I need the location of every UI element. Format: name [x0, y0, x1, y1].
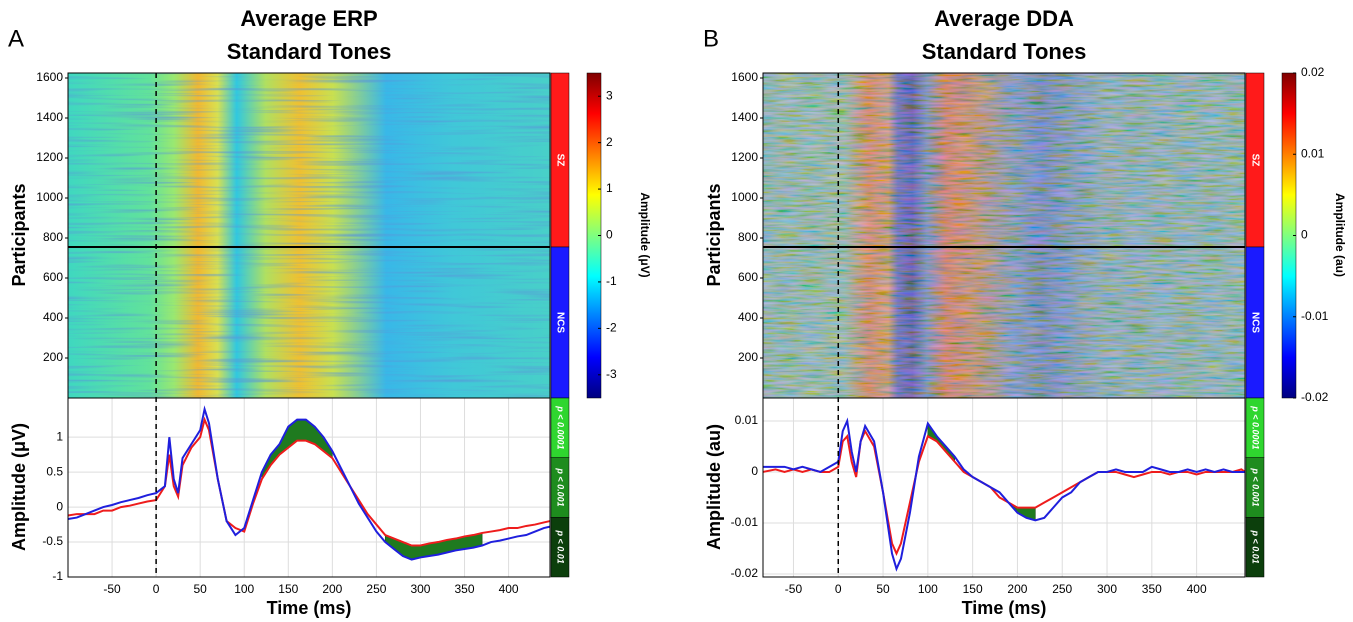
- x-tick-label: 0: [153, 582, 160, 596]
- colorbar-tick-label: 3: [606, 88, 613, 102]
- significance-label: p < 0.001: [1251, 467, 1261, 506]
- chart-title: Standard Tones: [922, 39, 1087, 64]
- group-label: SZ: [1249, 154, 1260, 167]
- x-axis-label: Time (ms): [962, 598, 1047, 618]
- chart-title: Standard Tones: [227, 39, 392, 64]
- x-tick-label: 350: [1142, 582, 1162, 596]
- series-line: [67, 416, 551, 547]
- colorbar-label: Amplitude (μV): [638, 192, 652, 277]
- plot-frame: [67, 397, 551, 578]
- significance-key: [550, 517, 570, 578]
- significance-label: p < 0.01: [556, 530, 566, 564]
- y-tick-label: 0: [751, 464, 758, 478]
- colorbar-tick-label: 0.02: [1301, 65, 1325, 79]
- heatmap-texture: [763, 73, 1245, 398]
- y-tick-label: 600: [43, 270, 63, 284]
- panel-label: A: [8, 25, 24, 52]
- group-label: NCS: [554, 312, 565, 333]
- significance-key: [1245, 517, 1265, 578]
- y-tick-label: 200: [43, 350, 63, 364]
- y-tick-label: 400: [43, 310, 63, 324]
- series-line: [763, 417, 1245, 572]
- y-tick-label: 0.01: [735, 413, 759, 427]
- x-tick-label: 150: [278, 582, 298, 596]
- y-tick-label: -0.01: [731, 515, 759, 529]
- x-tick-label: 400: [499, 582, 519, 596]
- panel-label: B: [703, 25, 719, 52]
- y-tick-label: 600: [738, 270, 758, 284]
- y-tick-label: -0.5: [42, 534, 63, 548]
- x-tick-label: 200: [322, 582, 342, 596]
- plot-frame: [762, 397, 1246, 578]
- group-label: NCS: [1249, 312, 1260, 333]
- x-tick-label: 250: [366, 582, 386, 596]
- y-axis-label: Amplitude (μV): [9, 423, 29, 551]
- x-tick-label: 400: [1187, 582, 1207, 596]
- x-tick-label: 300: [410, 582, 430, 596]
- x-tick-label: 100: [234, 582, 254, 596]
- y-tick-label: 0: [56, 499, 63, 513]
- x-tick-label: -50: [785, 582, 803, 596]
- y-tick-label: 800: [43, 230, 63, 244]
- chart-title: Average DDA: [934, 6, 1074, 31]
- x-tick-label: 350: [455, 582, 475, 596]
- y-tick-label: 400: [738, 310, 758, 324]
- y-tick-label: -1: [52, 569, 63, 583]
- significance-label: p < 0.0001: [1251, 405, 1261, 449]
- colorbar-label: Amplitude (au): [1333, 193, 1347, 277]
- y-tick-label: 1200: [731, 150, 758, 164]
- series-line: [762, 428, 1246, 557]
- x-tick-label: 50: [193, 582, 207, 596]
- y-tick-label: 1000: [36, 190, 63, 204]
- y-tick-label: 1000: [731, 190, 758, 204]
- significance-label: p < 0.01: [1251, 530, 1261, 564]
- y-axis-label: Participants: [704, 183, 724, 286]
- colorbar-tick-label: -0.01: [1301, 309, 1329, 323]
- y-tick-label: 200: [738, 350, 758, 364]
- y-tick-label: 1200: [36, 150, 63, 164]
- significance-label: p < 0.001: [556, 467, 566, 506]
- colorbar-tick-label: 0: [606, 228, 613, 242]
- y-tick-label: -0.02: [731, 566, 759, 580]
- series-line: [67, 405, 551, 561]
- x-tick-label: 50: [876, 582, 890, 596]
- y-axis-label: Amplitude (au): [704, 424, 724, 550]
- x-tick-label: 250: [1052, 582, 1072, 596]
- colorbar-tick-label: 2: [606, 135, 613, 149]
- x-tick-label: 0: [835, 582, 842, 596]
- colorbar-tick-label: -3: [606, 367, 617, 381]
- x-tick-label: 300: [1097, 582, 1117, 596]
- x-tick-label: 200: [1007, 582, 1027, 596]
- x-tick-label: -50: [103, 582, 121, 596]
- x-axis-label: Time (ms): [267, 598, 352, 618]
- group-label: SZ: [554, 154, 565, 167]
- colorbar-tick-label: -0.02: [1301, 390, 1329, 404]
- heatmap-texture: [68, 73, 550, 398]
- y-tick-label: 1600: [36, 70, 63, 84]
- colorbar-tick-label: 0.01: [1301, 146, 1325, 160]
- y-tick-label: 1400: [36, 110, 63, 124]
- y-tick-label: 0.5: [46, 464, 63, 478]
- colorbar-tick-label: 1: [606, 181, 613, 195]
- significance-label: p < 0.0001: [556, 405, 566, 449]
- y-tick-label: 1400: [731, 110, 758, 124]
- colorbar-tick-label: -2: [606, 321, 617, 335]
- colorbar-tick-label: -1: [606, 274, 617, 288]
- chart-title: Average ERP: [240, 6, 377, 31]
- x-tick-label: 100: [918, 582, 938, 596]
- y-tick-label: 1600: [731, 70, 758, 84]
- x-tick-label: 150: [963, 582, 983, 596]
- y-tick-label: 800: [738, 230, 758, 244]
- colorbar-tick-label: 0: [1301, 228, 1308, 242]
- y-tick-label: 1: [56, 429, 63, 443]
- y-axis-label: Participants: [9, 183, 29, 286]
